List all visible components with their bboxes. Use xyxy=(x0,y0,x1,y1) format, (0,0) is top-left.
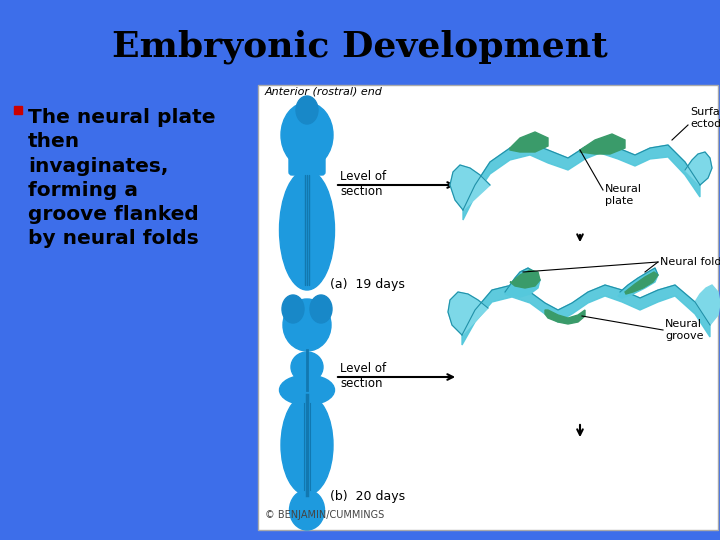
Ellipse shape xyxy=(310,295,332,323)
Ellipse shape xyxy=(283,299,331,351)
Polygon shape xyxy=(505,268,540,297)
Polygon shape xyxy=(450,165,490,210)
Polygon shape xyxy=(685,152,712,185)
Ellipse shape xyxy=(282,295,304,323)
FancyBboxPatch shape xyxy=(258,85,718,530)
Polygon shape xyxy=(463,142,700,220)
Ellipse shape xyxy=(291,352,323,382)
Text: Neural
plate: Neural plate xyxy=(605,184,642,206)
Ellipse shape xyxy=(281,103,333,167)
Polygon shape xyxy=(510,270,540,288)
Polygon shape xyxy=(462,285,710,345)
Text: Level of
section: Level of section xyxy=(340,362,386,390)
Ellipse shape xyxy=(296,96,318,124)
Ellipse shape xyxy=(289,490,325,530)
Text: Surface
ectoderm: Surface ectoderm xyxy=(690,107,720,129)
Ellipse shape xyxy=(279,375,335,405)
Text: Embryonic Development: Embryonic Development xyxy=(112,30,608,64)
Text: (b)  20 days: (b) 20 days xyxy=(330,490,405,503)
Text: The neural plate
then
invaginates,
forming a
groove flanked
by neural folds: The neural plate then invaginates, formi… xyxy=(28,108,215,248)
Text: Level of
section: Level of section xyxy=(340,170,386,198)
FancyBboxPatch shape xyxy=(289,151,325,175)
Ellipse shape xyxy=(279,170,335,290)
Text: Neural
groove: Neural groove xyxy=(665,319,703,341)
Polygon shape xyxy=(510,132,548,152)
Polygon shape xyxy=(618,268,658,298)
Text: (a)  19 days: (a) 19 days xyxy=(330,278,405,291)
Text: Anterior (rostral) end: Anterior (rostral) end xyxy=(265,87,383,97)
Text: © BENJAMIN/CUMMINGS: © BENJAMIN/CUMMINGS xyxy=(265,510,384,520)
Polygon shape xyxy=(580,134,625,154)
Polygon shape xyxy=(545,310,585,324)
Text: Neural folds: Neural folds xyxy=(660,257,720,267)
Polygon shape xyxy=(448,292,488,335)
Ellipse shape xyxy=(281,395,333,495)
Polygon shape xyxy=(625,272,658,294)
Polygon shape xyxy=(695,285,720,325)
